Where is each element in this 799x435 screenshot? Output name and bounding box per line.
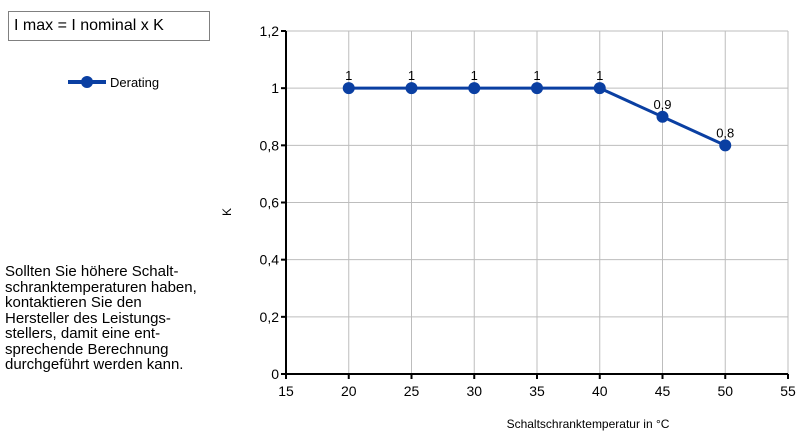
data-point: [342, 82, 355, 95]
data-labels: 1 1 1 1 1 0,9 0,8: [345, 68, 734, 140]
data-label: 0,8: [716, 125, 734, 140]
data-point: [531, 82, 543, 95]
x-axis-title: Schaltschranktemperatur in °C: [507, 417, 670, 431]
data-point: [656, 110, 669, 123]
tick-labels: 0 0,2 0,4 0,6 0,8 1 1,2 15 20 25 30 35 40 45 50 55: [260, 23, 796, 399]
legend-label: Derating: [110, 74, 160, 90]
y-tick-label: 0: [271, 366, 279, 382]
series-derating: [342, 82, 732, 152]
x-tick-label: 50: [717, 383, 733, 399]
chart-legend: Derating: [68, 72, 159, 92]
y-tick-label: 1: [271, 80, 279, 96]
y-axis-title: K: [220, 208, 234, 216]
y-tick-label: 1,2: [260, 23, 280, 39]
data-label: 0,9: [653, 97, 671, 112]
y-tick-label: 0,6: [260, 195, 280, 211]
y-tick-label: 0,4: [260, 252, 280, 268]
x-tick-label: 30: [466, 383, 482, 399]
data-label: 1: [408, 68, 415, 83]
x-tick-label: 20: [341, 383, 357, 399]
data-label: 1: [596, 68, 603, 83]
data-point: [468, 82, 481, 95]
x-tick-label: 40: [592, 383, 608, 399]
axes: [281, 30, 789, 379]
data-point: [593, 82, 606, 95]
data-point: [405, 82, 418, 95]
data-label: 1: [471, 68, 478, 83]
note-text: Sollten Sie höhere Schalt- schranktemper…: [5, 263, 197, 373]
y-tick-label: 0,8: [260, 137, 280, 153]
formula-box: I max = I nominal x K: [8, 11, 210, 41]
x-tick-label: 15: [278, 383, 294, 399]
x-tick-label: 45: [655, 383, 671, 399]
data-point: [719, 139, 732, 152]
data-label: 1: [345, 68, 352, 83]
y-tick-label: 0,2: [260, 309, 280, 325]
x-tick-label: 55: [780, 383, 796, 399]
data-label: 1: [533, 68, 540, 83]
legend-line-marker: [68, 75, 106, 89]
x-tick-label: 25: [404, 383, 420, 399]
x-tick-label: 35: [529, 383, 545, 399]
